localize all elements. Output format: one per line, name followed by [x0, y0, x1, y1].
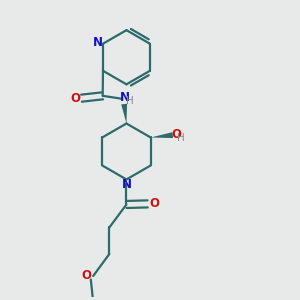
Text: N: N: [122, 178, 132, 191]
Text: H: H: [126, 96, 134, 106]
Text: N: N: [120, 92, 130, 104]
Text: H: H: [177, 133, 184, 143]
Text: O: O: [149, 197, 159, 210]
Text: O: O: [70, 92, 80, 105]
Text: N: N: [93, 36, 103, 49]
Text: O: O: [171, 128, 181, 141]
Text: O: O: [82, 269, 92, 282]
Polygon shape: [121, 104, 127, 124]
Polygon shape: [151, 132, 173, 138]
